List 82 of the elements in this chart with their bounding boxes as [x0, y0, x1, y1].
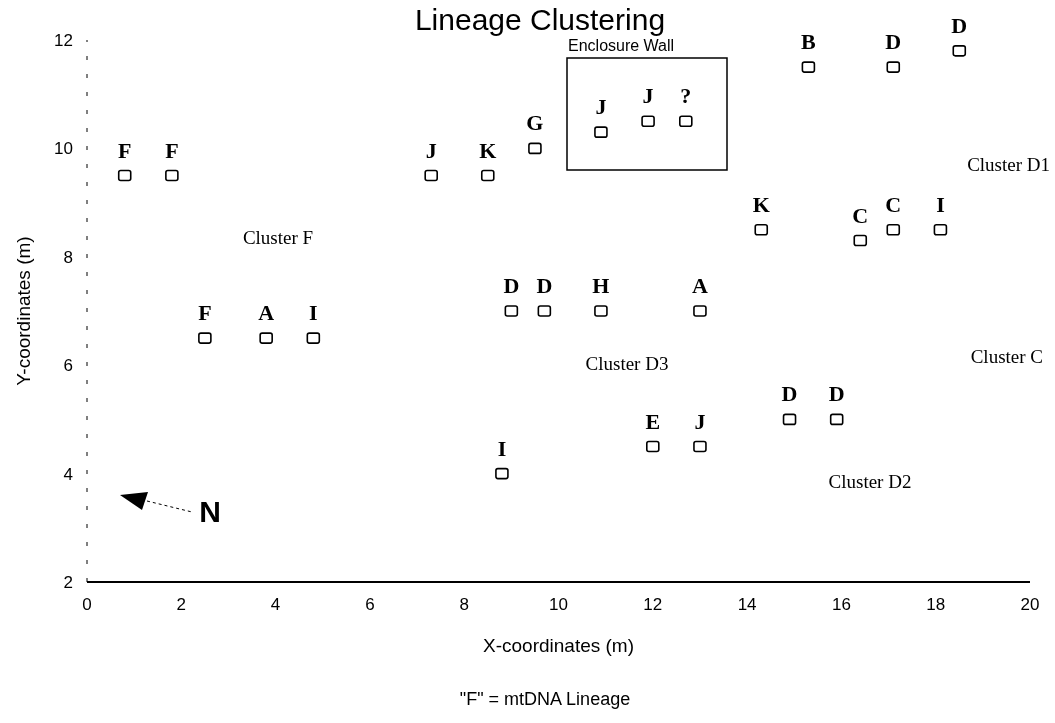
point	[693, 305, 707, 317]
annotation: Cluster C	[970, 346, 1043, 367]
annotation: D	[536, 273, 553, 298]
annotation: K	[752, 191, 770, 217]
point	[198, 332, 212, 344]
point	[495, 467, 509, 480]
annotation: J	[642, 83, 654, 109]
annotation: D	[828, 381, 845, 407]
point	[165, 169, 179, 182]
annotation: F	[117, 137, 132, 163]
point	[853, 234, 868, 247]
x-tick-label: 2	[176, 595, 187, 614]
annotation: D	[885, 29, 902, 55]
point	[594, 305, 608, 317]
annotation: Cluster D2	[828, 471, 912, 492]
annotation: H	[592, 273, 610, 298]
x-tick-label: 14	[737, 595, 757, 614]
x-tick-label: 6	[365, 595, 375, 614]
y-tick-label: 8	[63, 247, 73, 267]
point	[306, 332, 321, 344]
point	[782, 413, 797, 426]
annotation: A	[692, 273, 708, 298]
annotation: J	[595, 94, 607, 120]
point	[259, 332, 273, 344]
x-tick-label: 16	[831, 595, 851, 614]
point	[933, 223, 948, 236]
annotation: K	[479, 137, 497, 163]
annotation: I	[309, 300, 318, 326]
annotation: F	[165, 137, 179, 163]
annotation: B	[801, 29, 817, 55]
y-tick-label: 10	[54, 139, 73, 159]
annotation: J	[694, 408, 706, 434]
y-tick-label: 12	[54, 31, 73, 50]
point	[537, 305, 552, 317]
annotation: Enclosure Wall	[568, 37, 675, 54]
x-tick-label: 12	[643, 595, 663, 614]
y-tick-label: 4	[63, 464, 73, 484]
point	[646, 440, 660, 453]
x-tick-label: 4	[270, 595, 281, 614]
annotation: I	[936, 191, 945, 217]
point	[693, 440, 707, 453]
point	[641, 115, 655, 128]
annotation: C	[852, 202, 869, 228]
point	[886, 61, 901, 73]
annotation: D	[503, 273, 520, 298]
point	[117, 169, 132, 182]
x-tick-label: 0	[82, 595, 92, 614]
chart-title: Lineage Clustering	[414, 3, 666, 36]
annotation: F	[198, 300, 212, 326]
point	[480, 169, 495, 182]
point	[801, 61, 816, 73]
text: "F" = mtDNA Lineage	[459, 689, 631, 709]
point	[829, 413, 844, 426]
annotation: Cluster D1	[967, 154, 1050, 175]
point	[952, 45, 967, 57]
annotation: J	[425, 137, 437, 163]
x-tick-label: 18	[926, 595, 946, 614]
annotation: A	[258, 300, 275, 326]
annotation: E	[645, 408, 661, 434]
x-tick-label: 10	[549, 595, 568, 614]
annotation: I	[497, 435, 507, 461]
x-tick-label: 20	[1020, 595, 1040, 614]
y-tick-label: 2	[63, 573, 73, 592]
annotation: N	[199, 495, 221, 528]
point	[754, 223, 769, 236]
y-axis-title: Y-coordinates (m)	[13, 236, 34, 386]
point	[594, 126, 608, 138]
x-tick-label: 8	[459, 595, 469, 614]
annotation: ?	[680, 83, 692, 109]
annotation: C	[885, 191, 902, 217]
point	[679, 115, 693, 128]
annotation: D	[951, 12, 968, 38]
point	[504, 305, 519, 317]
annotation: Cluster F	[242, 227, 314, 248]
annotation: G	[526, 110, 544, 136]
point	[424, 169, 438, 182]
annotation: Cluster D3	[585, 353, 669, 374]
annotation: D	[781, 381, 798, 407]
point	[528, 142, 542, 155]
x-axis-title: X-coordinates (m)	[483, 635, 634, 656]
point	[886, 223, 901, 236]
y-tick-label: 6	[63, 356, 73, 376]
